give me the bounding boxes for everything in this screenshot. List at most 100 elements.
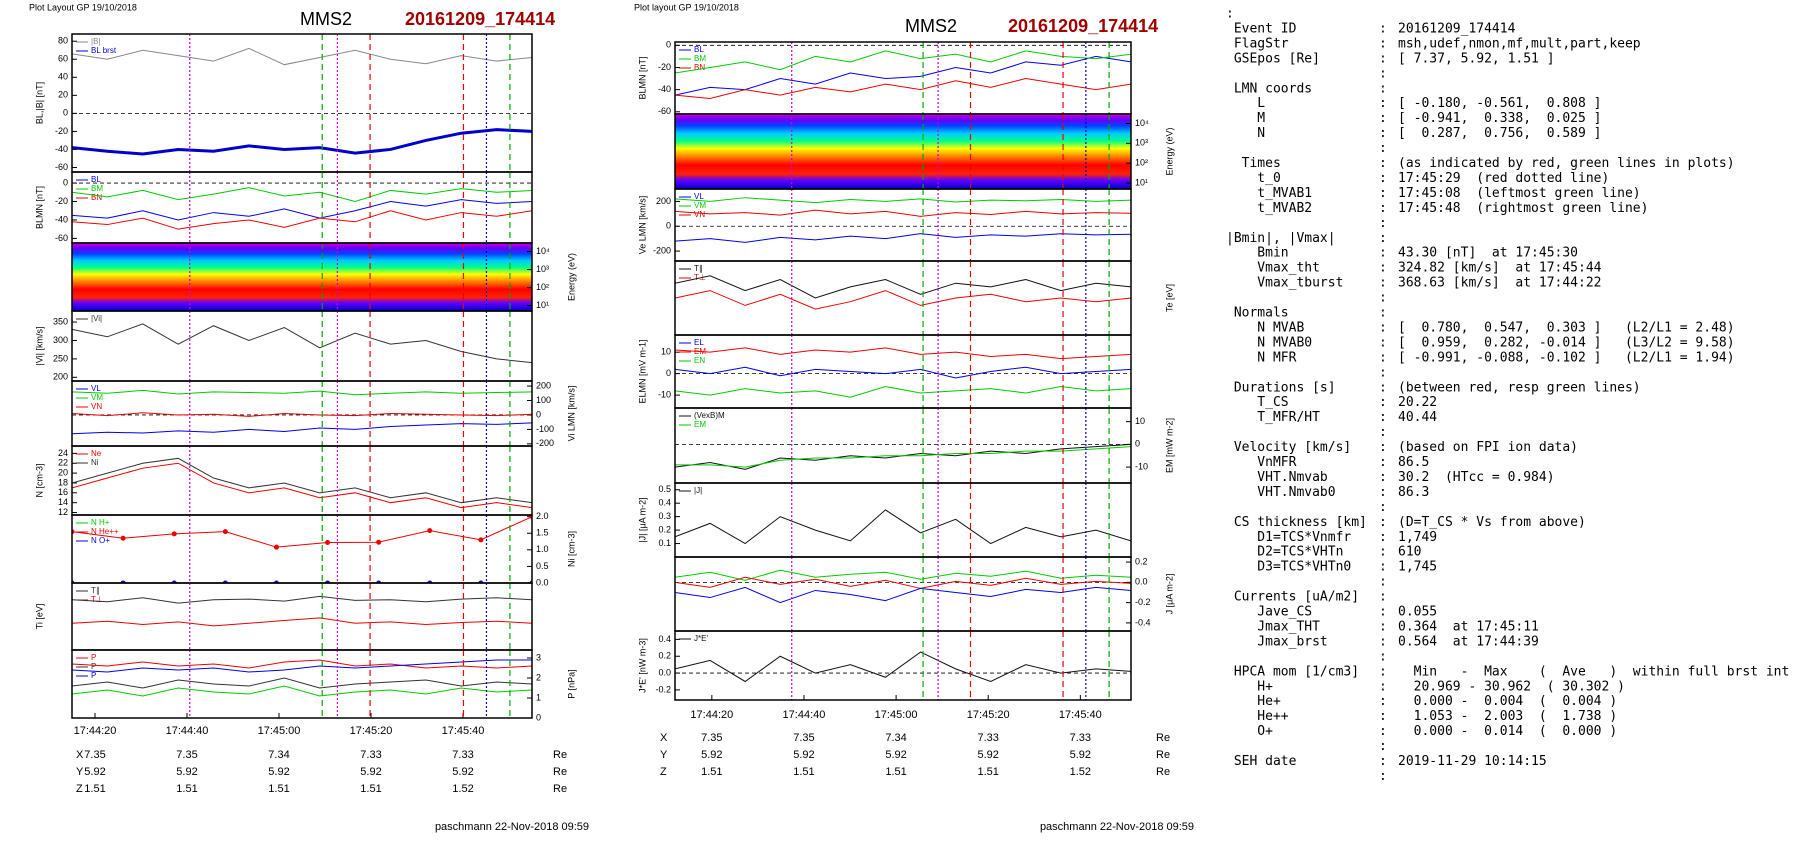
y-tick-label: -60 [55, 233, 68, 243]
info-key: N MFR [1226, 350, 1297, 365]
panel: -60 -40 -20 0 20 40 60 80 BL,|B| [nT] |B|BL brst [34, 33, 533, 173]
y-tick-label: 10⁴ [536, 246, 550, 256]
legend-label: EN [694, 356, 705, 365]
legend-label: VN [694, 210, 705, 219]
legend-label: P [91, 671, 96, 680]
info-key: VHT.Nmvab0 [1226, 485, 1336, 500]
y-tick-label: 0 [666, 368, 671, 378]
y-tick-label: 1 [536, 692, 541, 702]
y-tick-label: 22 [58, 458, 68, 468]
info-colon: : [1379, 216, 1387, 231]
y-tick-label: 100 [536, 395, 551, 405]
legend-label: T∥ [694, 264, 703, 273]
info-colon: : [1379, 709, 1387, 724]
info-colon: : [1379, 590, 1387, 605]
info-colon: : [1379, 81, 1387, 96]
position-value: 5.92 [885, 749, 906, 761]
info-value: 0.000 - 0.004 ( 0.004 ) [1398, 694, 1617, 709]
legend-label: Ni [91, 458, 99, 467]
x-tick-label: 17:45:40 [1059, 709, 1102, 721]
y-tick-label: 0.4 [658, 634, 671, 644]
info-value: 1,745 [1398, 560, 1437, 575]
panel: 0 1 2 3 P [nPa] PPP [71, 649, 576, 722]
info-key: D1=TCS*Vnmfr [1226, 530, 1351, 545]
legend-label: VL [91, 384, 101, 393]
info-colon: : [1379, 605, 1387, 620]
info-colon: : [1379, 171, 1387, 186]
y-tick-label: 10 [1135, 416, 1145, 426]
position-value: 7.34 [885, 732, 906, 744]
panel: Ti [eV] T∥T⊥ [34, 582, 533, 651]
info-value: 0.564 at 17:44:39 [1398, 634, 1539, 649]
info-colon: : [1379, 410, 1387, 425]
position-value: 5.92 [701, 749, 722, 761]
y-tick-label: -20 [55, 126, 68, 136]
legend-label: P [91, 662, 96, 671]
y-tick-label: -200 [536, 438, 554, 448]
series-line [675, 651, 1131, 683]
y-axis-label: ELMN [mV m-1] [637, 339, 647, 403]
series-line [675, 446, 1131, 468]
y-tick-label: 60 [58, 54, 68, 64]
series-line [675, 386, 1131, 398]
footer: paschmann 22-Nov-2018 09:59 [1040, 821, 1194, 833]
plot-header: Plot layout GP 19/10/2018 [634, 2, 739, 12]
position-value: 5.92 [793, 749, 814, 761]
legend-label: |B| [91, 37, 101, 46]
plot: Plot Layout GP 19/10/2018 MMS2 20161209_17… [29, 2, 589, 833]
y-axis-label: J [μA m-2] [1164, 574, 1174, 615]
y-tick-label: -10 [1135, 461, 1148, 471]
info-value: 2019-11-29 10:14:15 [1398, 754, 1547, 769]
info-value: 20.969 - 30.962 ( 30.302 ) [1398, 679, 1625, 694]
legend-label: BN [694, 63, 705, 72]
info-value: 86.5 [1398, 455, 1429, 470]
info-value: (between red, resp green lines) [1398, 380, 1641, 395]
position-value: 7.33 [1070, 732, 1091, 744]
y-axis-label: P [nPa] [566, 669, 576, 698]
y-tick-label: 0.1 [658, 538, 671, 548]
info-colon: : [1379, 634, 1387, 649]
y-tick-label: -100 [536, 424, 554, 434]
info-value: 40.44 [1398, 410, 1437, 425]
info-colon: : [1379, 36, 1387, 51]
y-axis-label: Vi LMN [km/s] [566, 386, 576, 442]
y-tick-label: 0 [666, 221, 671, 231]
series-marker [427, 528, 433, 534]
info-colon: : [1379, 485, 1387, 500]
y-tick-label: -60 [55, 162, 68, 172]
spectrogram [72, 243, 532, 311]
panel: 10¹ 10² 10³ 10⁴ Energy (eV) [71, 242, 576, 312]
legend: |B|BL brst [76, 37, 117, 55]
info-value: (based on FPI ion data) [1398, 440, 1578, 455]
y-tick-label: 20 [58, 90, 68, 100]
info-colon: : [1379, 649, 1387, 664]
series-line [72, 128, 532, 156]
y-tick-label: 10¹ [1135, 177, 1148, 187]
info-value: (D=T_CS * Vs from above) [1398, 515, 1586, 530]
info-key: N MVAB [1226, 320, 1304, 335]
legend: (VexB)MEM [679, 411, 725, 429]
position-value: 1.51 [701, 766, 722, 778]
panel: 200 250 300 350 |Vi| [km/s] |Vi| [34, 310, 533, 382]
series-line [675, 78, 1131, 99]
position-unit: Re [1156, 749, 1170, 761]
info-key: T_CS [1226, 395, 1289, 410]
y-tick-label: 0.3 [658, 511, 671, 521]
info-key: M [1226, 111, 1265, 126]
legend-label: (VexB)M [694, 411, 725, 420]
info-key: Vmax_tht [1226, 261, 1320, 276]
x-tick-label: 17:45:40 [442, 725, 485, 737]
y-axis-label: Energy (eV) [1164, 127, 1174, 175]
position-value: 1.51 [360, 783, 381, 795]
info-colon: : [1379, 395, 1387, 410]
y-tick-label: 0.4 [658, 498, 671, 508]
info-key: Velocity [km/s] [1226, 440, 1351, 455]
series-line [72, 412, 532, 417]
info-key: He++ [1226, 709, 1289, 724]
